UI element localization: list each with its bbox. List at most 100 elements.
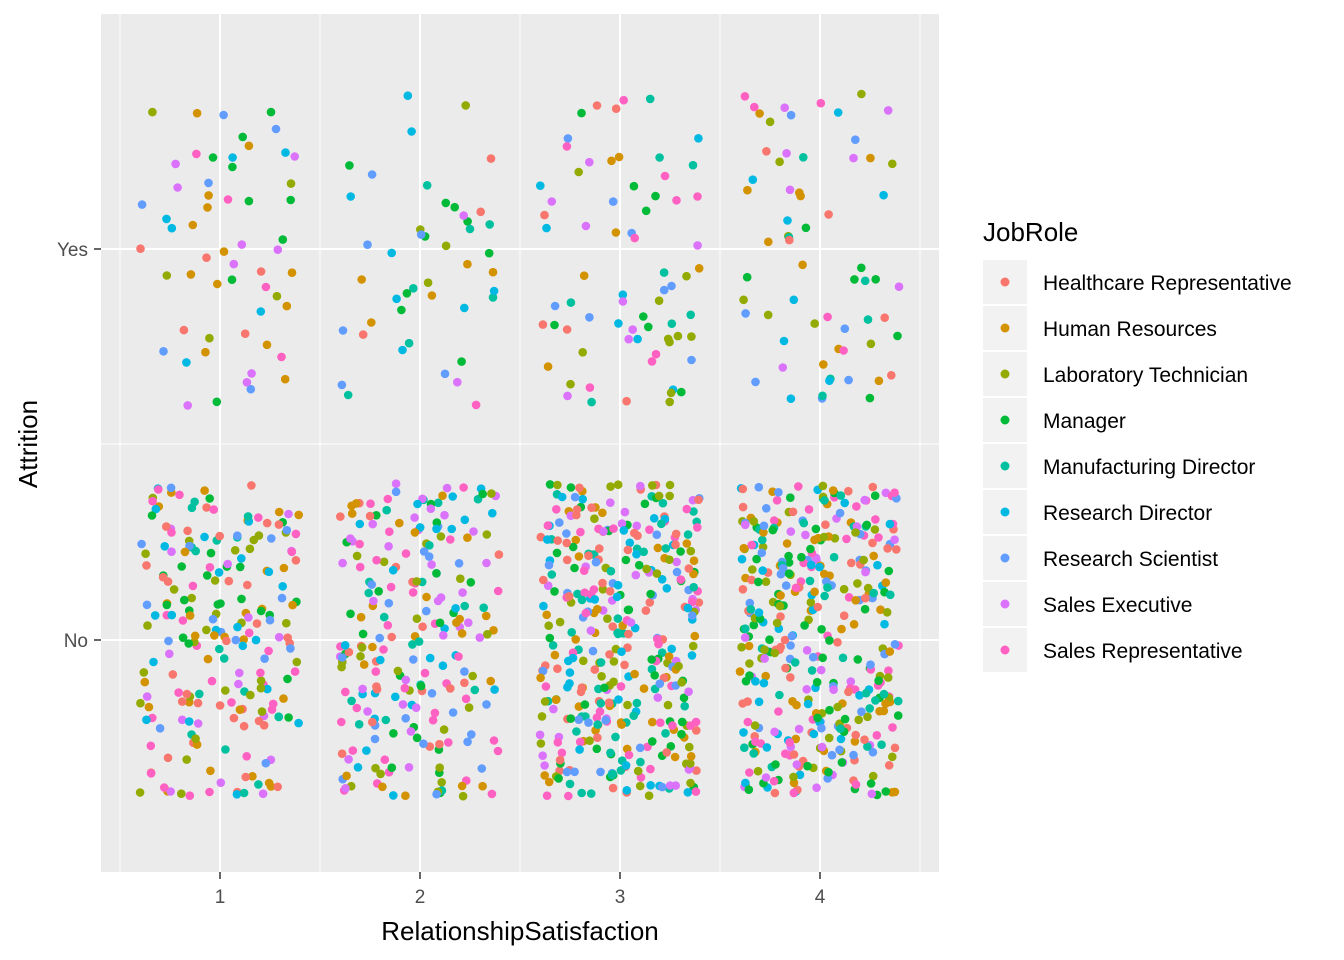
data-point [776,591,785,600]
data-point [162,600,172,610]
data-point [185,611,195,620]
data-point [580,700,590,709]
data-point [652,530,662,539]
data-point [545,480,555,489]
data-point [812,783,821,792]
data-point [353,763,363,772]
data-point [264,646,273,656]
data-point [648,737,657,746]
data-point [213,279,222,289]
data-point [164,636,173,646]
data-point [761,773,771,782]
data-point [860,735,869,744]
data-point [868,482,878,492]
data-point [252,619,262,628]
data-point [883,673,893,682]
data-point [229,259,239,269]
data-point [231,635,241,645]
data-point [425,742,435,751]
data-point [259,721,269,730]
data-point [887,371,896,380]
data-point [201,347,210,357]
data-point [379,612,389,622]
data-point [261,758,271,768]
legend-swatch-5 [1000,507,1010,517]
data-point [195,689,204,699]
data-point [644,322,653,332]
data-point [136,244,145,253]
data-point [762,147,771,156]
data-point [844,687,853,697]
data-point [608,197,618,206]
data-point [739,295,748,305]
data-point [422,592,431,602]
data-point [461,101,471,110]
data-point [564,791,573,801]
legend-swatch-3 [1000,415,1010,425]
data-point [755,109,764,118]
data-point [458,791,468,801]
data-point [587,503,596,512]
data-point [183,526,192,536]
data-point [617,720,626,729]
data-point [555,518,564,527]
data-point [391,692,400,702]
data-point [227,275,237,285]
data-point [562,538,571,548]
data-point [660,171,670,181]
data-point [340,641,350,650]
data-point [544,560,554,570]
data-point [148,496,157,506]
data-point [620,507,630,517]
data-point [202,503,211,512]
data-point [579,656,588,666]
data-point [828,486,838,495]
data-point [679,693,689,703]
data-point [674,661,683,671]
data-point [347,696,356,706]
data-point [598,585,608,594]
data-point [607,770,617,780]
data-point [861,593,870,603]
data-point [860,495,869,505]
data-point [626,618,636,627]
data-point [757,548,767,558]
data-point [489,286,499,296]
data-point [657,782,667,792]
data-point [383,621,393,630]
data-point [435,739,444,749]
data-point [435,618,445,628]
data-point [568,653,578,663]
data-point [576,687,586,697]
data-point [489,736,499,745]
data-point [358,684,367,694]
data-point [438,491,447,501]
data-point [774,488,783,497]
data-point [404,338,414,348]
data-point [884,666,893,675]
data-point [570,767,579,777]
data-point [890,743,900,753]
data-point [693,523,702,532]
data-point [587,397,596,407]
data-point [772,618,782,628]
data-point [646,589,655,599]
data-point [242,378,252,387]
data-point [744,641,754,651]
data-point [597,672,606,681]
data-point [743,185,752,195]
data-point [177,789,186,798]
data-point [454,652,463,661]
data-point [346,609,355,619]
data-point [786,493,795,503]
data-point [177,562,186,571]
data-point [165,649,174,659]
data-point [256,606,266,616]
data-point [389,791,398,800]
data-point [368,642,377,652]
data-point [168,670,178,679]
data-point [892,545,901,554]
data-point [262,518,272,528]
data-point [406,727,416,736]
data-point [754,608,764,617]
